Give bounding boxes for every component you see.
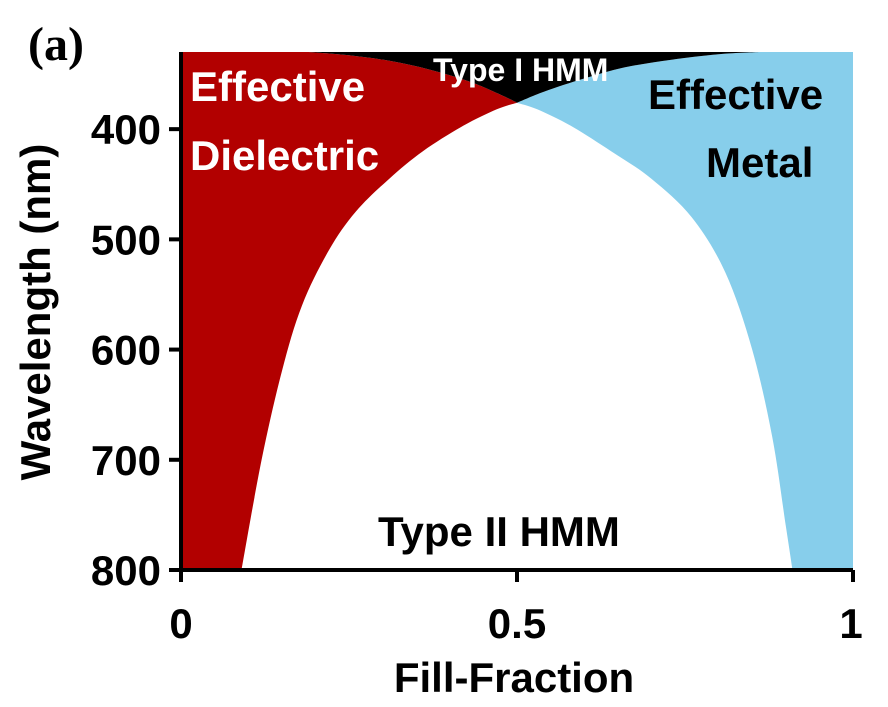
x-ticks: 0 0.5 1 <box>169 570 863 647</box>
y-tick-label: 800 <box>91 547 161 594</box>
y-tick-label: 700 <box>91 437 161 484</box>
region-labels: Effective Dielectric Effective Metal Typ… <box>190 52 823 555</box>
effective-metal-region <box>517 52 853 570</box>
x-tick-label: 0 <box>169 600 192 647</box>
x-tick-label: 0.5 <box>488 600 546 647</box>
type-i-hmm-region <box>308 52 759 103</box>
effective-dielectric-region <box>181 52 517 570</box>
effective-metal-label-line2: Metal <box>706 139 813 186</box>
y-ticks: 400 500 600 700 800 <box>91 106 181 594</box>
type-ii-hmm-label: Type II HMM <box>378 508 620 555</box>
x-tick-label: 1 <box>839 600 862 647</box>
type-i-hmm-label: Type I HMM <box>433 52 608 88</box>
effective-dielectric-label-line2: Dielectric <box>190 132 379 179</box>
x-axis-title: Fill-Fraction <box>394 654 634 701</box>
y-axis-title: Wavelength (nm) <box>12 144 59 481</box>
y-tick-label: 400 <box>91 106 161 153</box>
y-tick-label: 500 <box>91 216 161 263</box>
effective-dielectric-label-line1: Effective <box>190 63 365 110</box>
regions-layer <box>181 52 853 570</box>
effective-metal-label-line1: Effective <box>648 71 823 118</box>
y-tick-label: 600 <box>91 327 161 374</box>
panel-label: (a) <box>28 18 84 71</box>
